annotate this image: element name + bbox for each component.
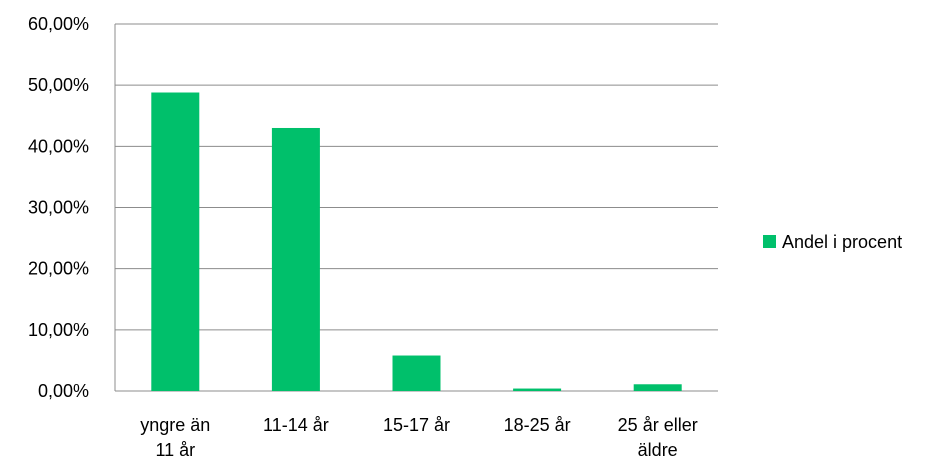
x-category-label: 11-14 år xyxy=(263,415,329,435)
y-axis-tick-labels: 0,00% 10,00% 20,00% 30,00% 40,00% 50,00% 60,00… xyxy=(28,14,89,401)
bar xyxy=(513,388,562,391)
y-tick-label: 20,00% xyxy=(28,259,89,279)
bar xyxy=(392,355,441,391)
x-category-label: 15-17 år xyxy=(383,415,450,435)
legend-label: Andel i procent xyxy=(782,232,902,252)
y-tick-label: 10,00% xyxy=(28,320,89,340)
bars xyxy=(151,92,682,392)
x-category-label: 25 år eller äldre xyxy=(618,415,698,460)
y-tick-label: 0,00% xyxy=(38,381,89,401)
x-category-label: 18-25 år xyxy=(504,415,571,435)
bar xyxy=(633,384,682,391)
bar xyxy=(271,127,320,391)
x-axis-category-labels: yngre än 11 år 11-14 år 15-17 år 18-25 år 25 … xyxy=(140,415,697,460)
legend-swatch xyxy=(763,235,776,248)
legend: Andel i procent xyxy=(763,232,902,252)
y-tick-label: 50,00% xyxy=(28,75,89,95)
gridlines xyxy=(114,23,718,392)
y-tick-label: 60,00% xyxy=(28,14,89,34)
y-tick-label: 30,00% xyxy=(28,198,89,218)
y-tick-label: 40,00% xyxy=(28,136,89,156)
x-category-label: yngre än 11 år xyxy=(140,415,210,460)
bar xyxy=(151,92,200,392)
